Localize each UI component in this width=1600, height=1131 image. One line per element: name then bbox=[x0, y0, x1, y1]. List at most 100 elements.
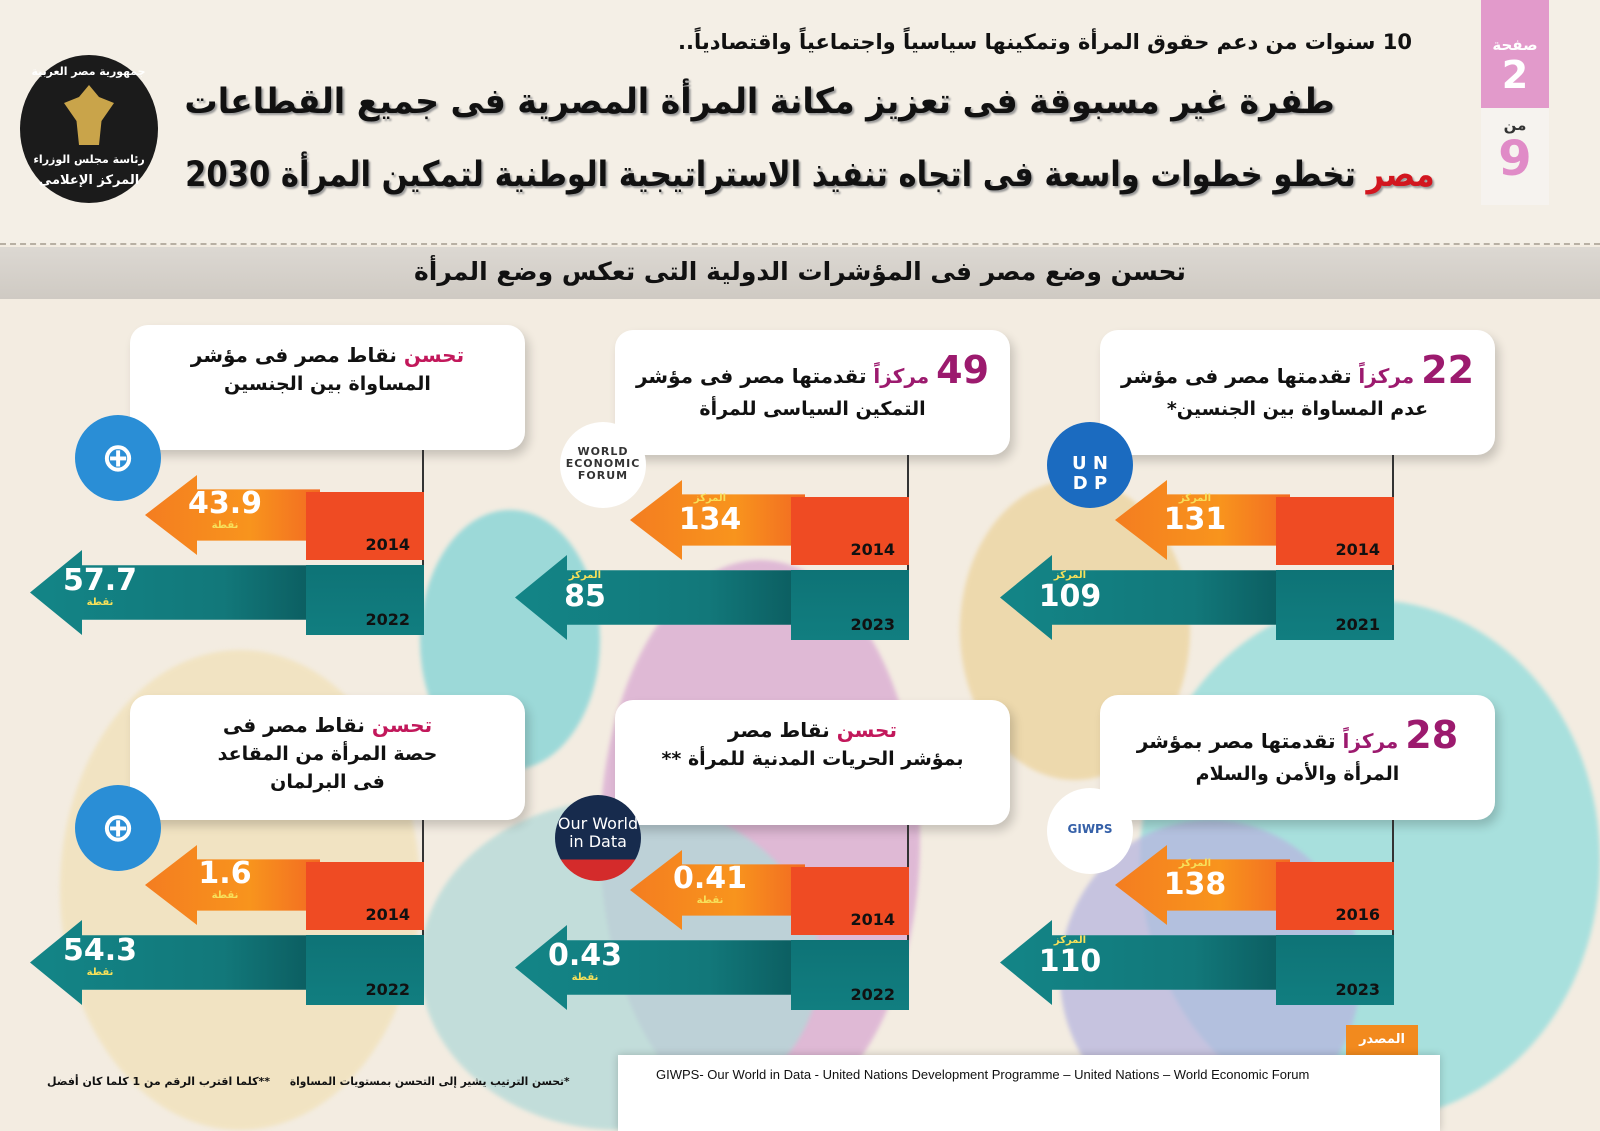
logo-text: WORLD ECONOMIC FORUM bbox=[565, 445, 641, 482]
after-year: 2022 bbox=[365, 610, 410, 629]
after-year: 2021 bbox=[1335, 615, 1380, 634]
emblem-line-1: جمهورية مصر العربية bbox=[32, 65, 146, 78]
before-value: 1.6 نقطة bbox=[185, 858, 265, 902]
logo-text: D P bbox=[1072, 473, 1108, 494]
headline-text: تقدمتها مصر فى مؤشر bbox=[1120, 364, 1352, 388]
emblem-text: جمهورية مصر العربية bbox=[31, 65, 146, 78]
card-headline: تحسن نقاط مصر bbox=[615, 718, 1010, 742]
before-number: 138 bbox=[1163, 867, 1227, 902]
after-unit: نقطة bbox=[571, 972, 599, 983]
un-logo: ⊕ bbox=[75, 785, 161, 871]
before-year: 2016 bbox=[1335, 905, 1380, 924]
after-year: 2023 bbox=[850, 615, 895, 634]
logo-text: Our World in Data bbox=[557, 814, 639, 851]
before-year: 2014 bbox=[1335, 540, 1380, 559]
after-number: 109 bbox=[1038, 579, 1102, 614]
before-unit: المركز bbox=[693, 493, 727, 504]
headline-accent: مركزاً bbox=[873, 364, 930, 388]
page-total: 9 bbox=[1498, 131, 1532, 187]
section-title-band: تحسن وضع مصر فى المؤشرات الدولية التى تع… bbox=[0, 247, 1600, 299]
headline-text: نقاط مصر فى مؤشر bbox=[190, 343, 397, 367]
after-unit: المركز bbox=[1053, 935, 1087, 946]
after-unit: نقطة bbox=[86, 967, 114, 978]
after-value: المركز 110 bbox=[1030, 935, 1110, 978]
before-unit: المركز bbox=[1178, 493, 1212, 504]
before-value: 0.41 نقطة bbox=[670, 863, 750, 907]
after-year-box: 2023 bbox=[1276, 935, 1394, 1005]
card-headline: تحسن نقاط مصر فى bbox=[130, 713, 525, 737]
after-number: 57.7 bbox=[62, 563, 138, 598]
before-year-box: 2014 bbox=[791, 497, 909, 565]
indicator-card: 49 مركزاً تقدمتها مصر فى مؤشر التمكين الس… bbox=[615, 330, 1010, 455]
title-accent: مصر bbox=[1366, 155, 1435, 195]
indicator-card: 28 مركزاً تقدمتها مصر بمؤشر المرأة والأمن… bbox=[1100, 695, 1495, 820]
logo-text: GIWPS bbox=[1067, 822, 1113, 836]
emblem-line-3: المركز الإعلامى bbox=[32, 173, 146, 188]
after-year: 2022 bbox=[365, 980, 410, 999]
after-value: 54.3 نقطة bbox=[60, 933, 140, 979]
footnote-ranking-box: *تحسن الترتيب يشير إلى التحسن بمستويات ا… bbox=[290, 1075, 570, 1088]
kicker: 10 سنوات من دعم حقوق المرأة وتمكينها سيا… bbox=[560, 30, 1412, 54]
wef-logo: WORLD ECONOMIC FORUM bbox=[560, 422, 646, 508]
before-unit: المركز bbox=[1178, 858, 1212, 869]
logo-text: U N bbox=[1072, 453, 1108, 474]
card-line: المرأة والأمن والسلام bbox=[1195, 763, 1400, 785]
title-line-2: مصر تخطو خطوات واسعة فى اتجاه تنفيذ الاس… bbox=[185, 155, 1435, 195]
after-value: المركز 85 bbox=[545, 570, 625, 613]
emblem-line-2: رئاسة مجلس الوزراء bbox=[32, 153, 146, 166]
owid-logo: Our World in Data bbox=[555, 795, 641, 881]
headline-number: 28 bbox=[1405, 713, 1459, 757]
title-line-2-text: مصر تخطو خطوات واسعة فى اتجاه تنفيذ الاس… bbox=[186, 155, 1435, 195]
source-text-box: GIWPS- Our World in Data - United Nation… bbox=[656, 1067, 1420, 1082]
section-title: تحسن وضع مصر فى المؤشرات الدولية التى تع… bbox=[414, 257, 1186, 286]
source-label: المصدر bbox=[1346, 1025, 1418, 1055]
card-headline: تحسن نقاط مصر فى مؤشر bbox=[130, 343, 525, 367]
headline-accent: تحسن bbox=[836, 718, 897, 742]
after-year: 2023 bbox=[1335, 980, 1380, 999]
indicator-card: تحسن نقاط مصر فى حصة المرأة من المقاعد فى … bbox=[130, 695, 525, 820]
before-value: المركز 131 bbox=[1155, 493, 1235, 536]
page-label: صفحة bbox=[1492, 36, 1538, 54]
after-year-box: 2021 bbox=[1276, 570, 1394, 640]
after-year-box: 2023 bbox=[791, 570, 909, 640]
before-number: 134 bbox=[678, 502, 742, 537]
after-number: 0.43 bbox=[547, 938, 623, 973]
after-number: 110 bbox=[1038, 944, 1102, 979]
after-number: 54.3 bbox=[62, 933, 138, 968]
title-rest: تخطو خطوات واسعة فى اتجاه تنفيذ الاسترات… bbox=[185, 155, 1357, 195]
before-year: 2014 bbox=[850, 910, 895, 929]
headline-accent: مركزاً bbox=[1342, 729, 1399, 753]
headline-number: 22 bbox=[1421, 348, 1475, 392]
kicker-text: 10 سنوات من دعم حقوق المرأة وتمكينها سيا… bbox=[678, 30, 1412, 54]
after-number: 85 bbox=[564, 579, 606, 614]
giwps-logo: GIWPS bbox=[1047, 788, 1133, 874]
before-year: 2014 bbox=[365, 905, 410, 924]
card-line: التمكين السياسى للمرأة bbox=[699, 398, 926, 420]
emblem-text: رئاسة مجلس الوزراء bbox=[33, 153, 145, 166]
after-value: 0.43 نقطة bbox=[545, 938, 625, 984]
before-year-box: 2014 bbox=[1276, 497, 1394, 565]
after-year-box: 2022 bbox=[791, 940, 909, 1010]
before-unit: نقطة bbox=[211, 890, 239, 901]
headline-text: تقدمتها مصر فى مؤشر bbox=[635, 364, 867, 388]
card-line: عدم المساواة بين الجنسين* bbox=[1166, 398, 1429, 420]
source-text: GIWPS- Our World in Data - United Nation… bbox=[656, 1067, 1310, 1082]
source-box: GIWPS- Our World in Data - United Nation… bbox=[618, 1055, 1440, 1131]
before-value: المركز 134 bbox=[670, 493, 750, 536]
headline-text: تقدمتها مصر بمؤشر bbox=[1136, 729, 1336, 753]
before-value: المركز 138 bbox=[1155, 858, 1235, 901]
headline-accent: تحسن bbox=[371, 713, 433, 737]
after-year-box: 2022 bbox=[306, 935, 424, 1005]
before-year-box: 2014 bbox=[791, 867, 909, 935]
after-year-box: 2022 bbox=[306, 565, 424, 635]
card-headline: 28 مركزاً تقدمتها مصر بمؤشر bbox=[1100, 713, 1495, 757]
header: 10 سنوات من دعم حقوق المرأة وتمكينها سيا… bbox=[0, 0, 1600, 245]
after-unit: المركز bbox=[1053, 570, 1087, 581]
card-line: فى البرلمان bbox=[270, 771, 385, 793]
before-unit: نقطة bbox=[211, 520, 239, 531]
before-year-box: 2014 bbox=[306, 492, 424, 560]
page-indicator: صفحة 2 من 9 bbox=[1481, 0, 1549, 205]
before-year-box: 2016 bbox=[1276, 862, 1394, 930]
after-unit: نقطة bbox=[86, 597, 114, 608]
